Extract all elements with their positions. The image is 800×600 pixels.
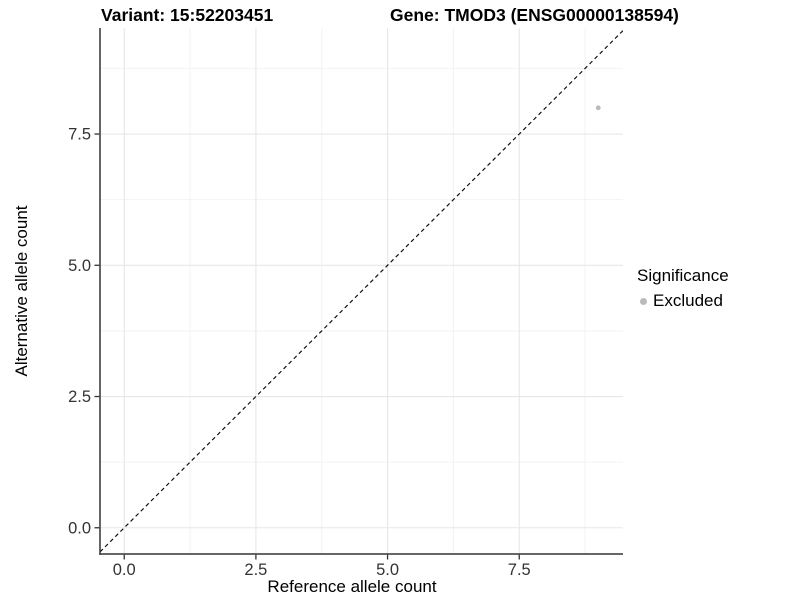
- legend-marker-circle: [640, 297, 647, 305]
- x-tick-label: 5.0: [376, 561, 399, 579]
- data-point: [595, 105, 601, 111]
- identity-line: [100, 30, 623, 553]
- y-tick-label: 0.0: [68, 519, 91, 537]
- x-tick-label: 2.5: [244, 561, 267, 579]
- legend-item-excluded: Excluded: [637, 291, 729, 311]
- y-tick-label: 7.5: [68, 126, 91, 144]
- legend-item-label: Excluded: [653, 291, 723, 310]
- y-tick-label: 5.0: [68, 257, 91, 275]
- x-axis-title: Reference allele count: [267, 577, 437, 596]
- x-tick-label: 0.0: [113, 561, 136, 579]
- gene-title: Gene: TMOD3 (ENSG00000138594): [390, 5, 679, 25]
- y-axis-title: Alternative allele count: [12, 205, 31, 377]
- variant-title: Variant: 15:52203451: [101, 5, 274, 25]
- y-tick-label: 2.5: [68, 388, 91, 406]
- legend-title: Significance: [637, 266, 729, 285]
- legend: Significance Excluded: [637, 266, 729, 311]
- x-tick-label: 7.5: [508, 561, 531, 579]
